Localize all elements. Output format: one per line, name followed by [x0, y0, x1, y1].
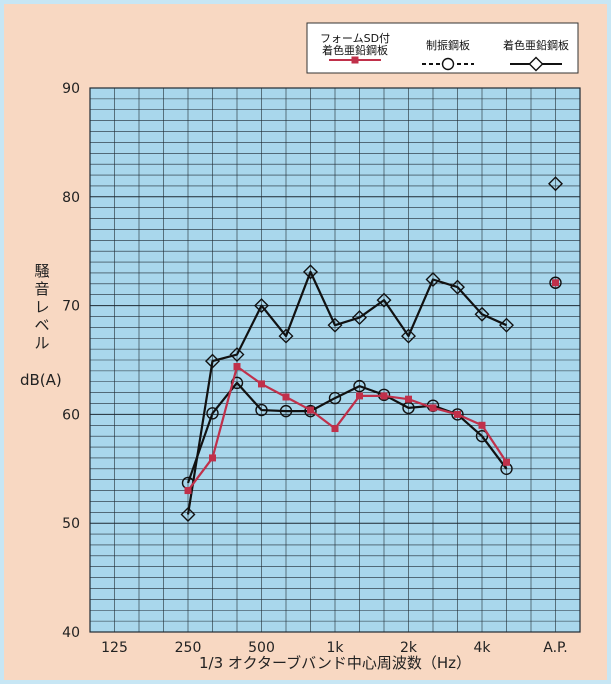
- data-point-diamond: [376, 292, 392, 308]
- data-point-square: [184, 487, 192, 495]
- data-point-circle: [475, 429, 489, 443]
- data-point-square: [405, 395, 412, 403]
- y-axis-label-char: レ: [34, 298, 49, 316]
- series-layer: [180, 176, 563, 522]
- data-point-square: [282, 393, 290, 401]
- legend-marker-square: [351, 56, 359, 64]
- data-point-diamond: [205, 353, 220, 369]
- data-point-circle: [255, 403, 268, 417]
- data-point-circle: [206, 407, 219, 420]
- data-point-circle: [353, 379, 366, 393]
- y-tick-label: 60: [62, 407, 80, 423]
- y-tick-label: 90: [62, 81, 80, 97]
- x-tick-label: 1k: [326, 640, 344, 656]
- data-point-square: [331, 425, 339, 433]
- data-point-diamond: [425, 271, 441, 287]
- y-axis-label-char: 音: [34, 280, 49, 298]
- y-tick-label: 80: [62, 190, 80, 206]
- series-square: [184, 363, 510, 495]
- y-tick-label: 50: [62, 516, 80, 532]
- data-point-diamond: [180, 507, 196, 522]
- series-line: [187, 365, 508, 492]
- y-axis-label-char: ベ: [34, 316, 49, 334]
- data-point-square: [233, 363, 241, 371]
- data-point-diamond: [401, 328, 416, 344]
- axis-ticks: 40 50 60 70 80 90 125 250 500 1k 2k 4k A.P.: [62, 81, 568, 656]
- x-tick-label: 250: [175, 640, 202, 656]
- data-point-diamond: [474, 306, 490, 322]
- data-point-circle: [328, 391, 342, 405]
- x-tick-label: 4k: [473, 640, 491, 656]
- data-point-square: [503, 458, 510, 466]
- legend-marker-diamond: [528, 56, 544, 72]
- data-point-square: [209, 454, 216, 462]
- legend-label: フォームSD付: [320, 32, 390, 45]
- grid-lines: [90, 87, 580, 633]
- data-point-diamond: [450, 279, 465, 295]
- series-line: [186, 270, 507, 515]
- data-point-square: [478, 421, 486, 429]
- legend-marker-circle: [441, 57, 455, 71]
- data-point-diamond: [499, 317, 514, 333]
- legend-label: 着色亜鉛鋼板: [322, 43, 388, 57]
- y-axis-unit: dB(A): [20, 371, 62, 389]
- data-point-square: [307, 406, 314, 414]
- data-point-square: [454, 410, 461, 418]
- x-axis-label: 1/3 オクターブバンド中心周波数（Hz）: [199, 654, 471, 672]
- data-point-diamond: [229, 347, 245, 363]
- data-point-square: [380, 392, 388, 400]
- x-tick-label: A.P.: [543, 640, 568, 656]
- data-point-diamond: [327, 317, 343, 333]
- data-point-square: [356, 392, 363, 400]
- data-point-diamond: [254, 298, 269, 314]
- data-point-circle: [451, 408, 464, 421]
- ap-points: [548, 176, 563, 289]
- series-diamond: [180, 264, 514, 522]
- data-point-square: [552, 279, 559, 287]
- y-axis-label-char: 騒: [34, 262, 49, 280]
- data-point-diamond: [303, 264, 318, 280]
- data-point-circle: [279, 404, 293, 418]
- x-tick-label: 500: [248, 640, 275, 656]
- data-point-square: [258, 380, 265, 388]
- y-tick-label: 70: [62, 299, 80, 315]
- x-tick-label: 125: [101, 640, 128, 656]
- data-point-circle: [304, 404, 317, 418]
- data-point-diamond: [278, 328, 294, 344]
- legend-label: 着色亜鉛鋼板: [503, 38, 569, 52]
- y-axis-label-char: ル: [34, 334, 49, 352]
- data-point-diamond: [352, 310, 367, 326]
- data-point-diamond: [548, 176, 563, 192]
- legend-label: 制振鋼板: [426, 38, 470, 52]
- data-point-square: [429, 404, 437, 412]
- data-point-circle: [549, 276, 562, 289]
- x-tick-label: 2k: [400, 640, 418, 656]
- y-tick-label: 40: [62, 625, 80, 641]
